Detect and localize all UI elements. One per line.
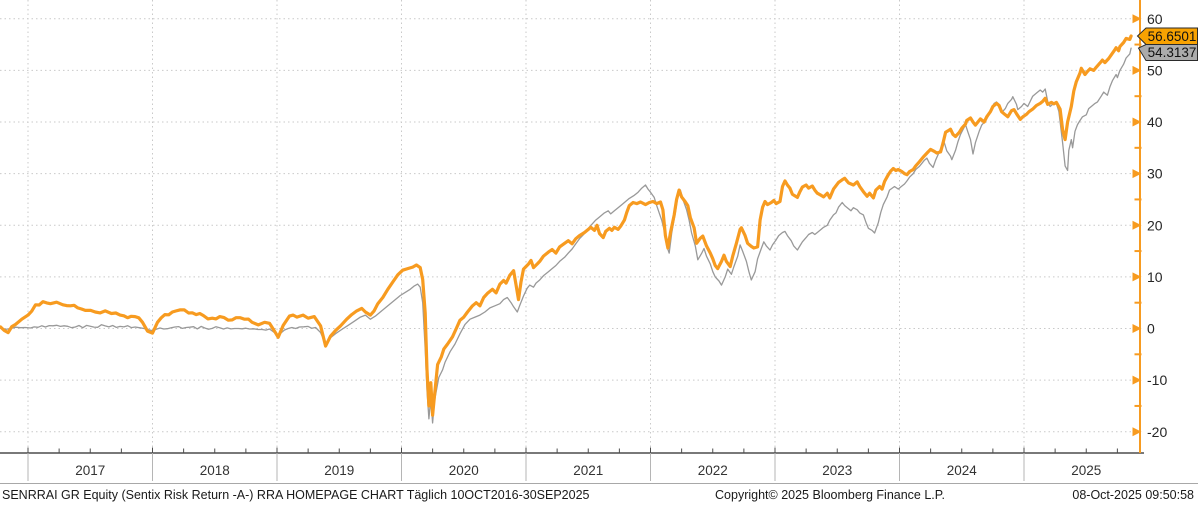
gray-last-value-badge xyxy=(1137,44,1198,61)
y-major-tick-arrow xyxy=(1132,375,1142,385)
y-major-tick-arrow xyxy=(1132,220,1142,230)
y-tick-label: 30 xyxy=(1147,166,1163,182)
y-tick-label: 10 xyxy=(1147,269,1163,285)
chart-title: SENRRAI GR Equity (Sentix Risk Return -A… xyxy=(2,488,590,502)
x-tick-label: 2022 xyxy=(698,463,728,478)
x-tick-label: 2021 xyxy=(573,463,603,478)
y-tick-label: -20 xyxy=(1147,424,1167,440)
x-axis: 2017 2018 2019 2020 2021 2022 2023 2024 2025 xyxy=(0,447,1144,481)
x-tick-label: 2017 xyxy=(75,463,105,478)
y-major-tick-arrow xyxy=(1132,272,1142,282)
chart-footer: SENRRAI GR Equity (Sentix Risk Return -A… xyxy=(0,483,1198,505)
y-tick-label: -10 xyxy=(1147,372,1167,388)
orange-series-path xyxy=(0,34,1133,417)
gray-last-value-text: 54.3137 xyxy=(1148,45,1197,60)
x-tick-label: 2023 xyxy=(822,463,852,478)
horizontal-gridlines xyxy=(0,18,1133,433)
gray-series-path xyxy=(0,47,1132,424)
gray-series-line xyxy=(0,47,1132,424)
copyright-notice: Copyright© 2025 Bloomberg Finance L.P. xyxy=(715,488,945,502)
y-major-tick-arrow xyxy=(1132,324,1142,333)
x-tick-label: 2018 xyxy=(200,463,230,478)
orange-series-line xyxy=(0,34,1133,417)
y-major-tick-arrow xyxy=(1132,65,1142,75)
y-tick-label: 20 xyxy=(1147,217,1163,233)
y-tick-label: 50 xyxy=(1147,62,1163,78)
y-tick-label: 60 xyxy=(1147,11,1163,27)
vertical-gridlines xyxy=(27,0,1025,452)
x-tick-label: 2019 xyxy=(324,463,354,478)
y-axis: 60 50 40 30 20 10 0 -10 -20 xyxy=(1132,0,1167,453)
y-major-tick-arrow xyxy=(1132,14,1142,24)
y-tick-label: 0 xyxy=(1147,321,1155,337)
orange-last-value-text: 56.6501 xyxy=(1148,29,1197,44)
y-major-tick-arrow xyxy=(1132,427,1142,437)
y-tick-label: 40 xyxy=(1147,114,1163,130)
render-timestamp: 08-Oct-2025 09:50:58 xyxy=(1072,488,1194,502)
x-tick-label: 2025 xyxy=(1071,463,1101,478)
x-tick-label: 2020 xyxy=(449,463,479,478)
y-major-tick-arrow xyxy=(1132,169,1142,179)
x-tick-label: 2024 xyxy=(947,463,978,478)
y-major-tick-arrow xyxy=(1132,117,1142,127)
